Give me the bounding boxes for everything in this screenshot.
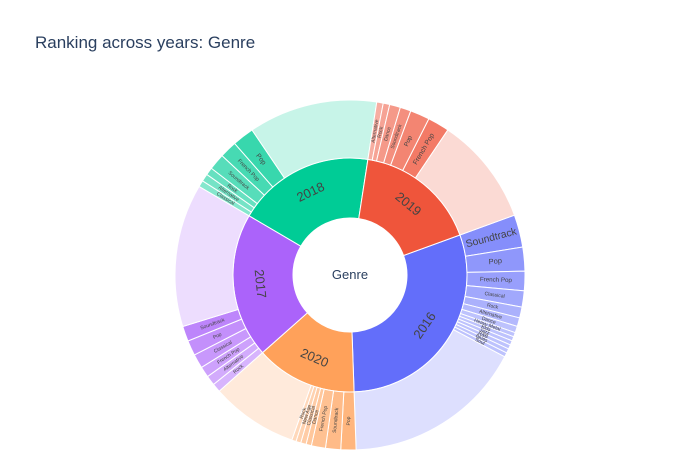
segment-label-kids: Kids xyxy=(480,324,492,333)
segment-label-classical: Classical xyxy=(306,405,317,426)
segment-label-french-pop: French Pop xyxy=(480,276,513,284)
segment-label-french-pop: French Pop xyxy=(319,405,330,432)
segment-label-pop: Pop xyxy=(212,332,223,341)
segment-label-soul: Soul xyxy=(474,337,486,347)
genre-segment-2019-other[interactable] xyxy=(414,129,516,236)
segment-label-r-b: R&B xyxy=(477,330,489,340)
segment-label-soundtrack: Soundtrack xyxy=(332,407,340,433)
segment-label-jazz: Jazz xyxy=(479,327,491,337)
segment-label-blues: Blues xyxy=(474,333,488,344)
center-label: Genre xyxy=(332,267,368,282)
segment-label-classical: Classical xyxy=(484,291,505,300)
chart-title: Ranking across years: Genre xyxy=(35,33,256,52)
outer-ring xyxy=(174,99,526,450)
segment-label-rock: Rock xyxy=(299,407,308,420)
segment-label-dance: Dance xyxy=(383,126,393,142)
segment-label-pop: Pop xyxy=(488,256,502,266)
segment-label-dance: Dance xyxy=(311,409,320,425)
segment-label-rock: Rock xyxy=(226,183,239,195)
segment-label-pop: Pop xyxy=(403,134,414,147)
segment-label-rock: Rock xyxy=(486,303,499,311)
segment-label-2017: 2017 xyxy=(252,269,270,299)
segment-label-pop: Pop xyxy=(346,416,352,425)
segment-label-alternative: Alternative xyxy=(370,119,380,144)
segment-label-new-age: New Age xyxy=(301,404,313,425)
segment-label-dance: Dance xyxy=(481,316,497,326)
segment-label-rock: Rock xyxy=(377,126,385,139)
